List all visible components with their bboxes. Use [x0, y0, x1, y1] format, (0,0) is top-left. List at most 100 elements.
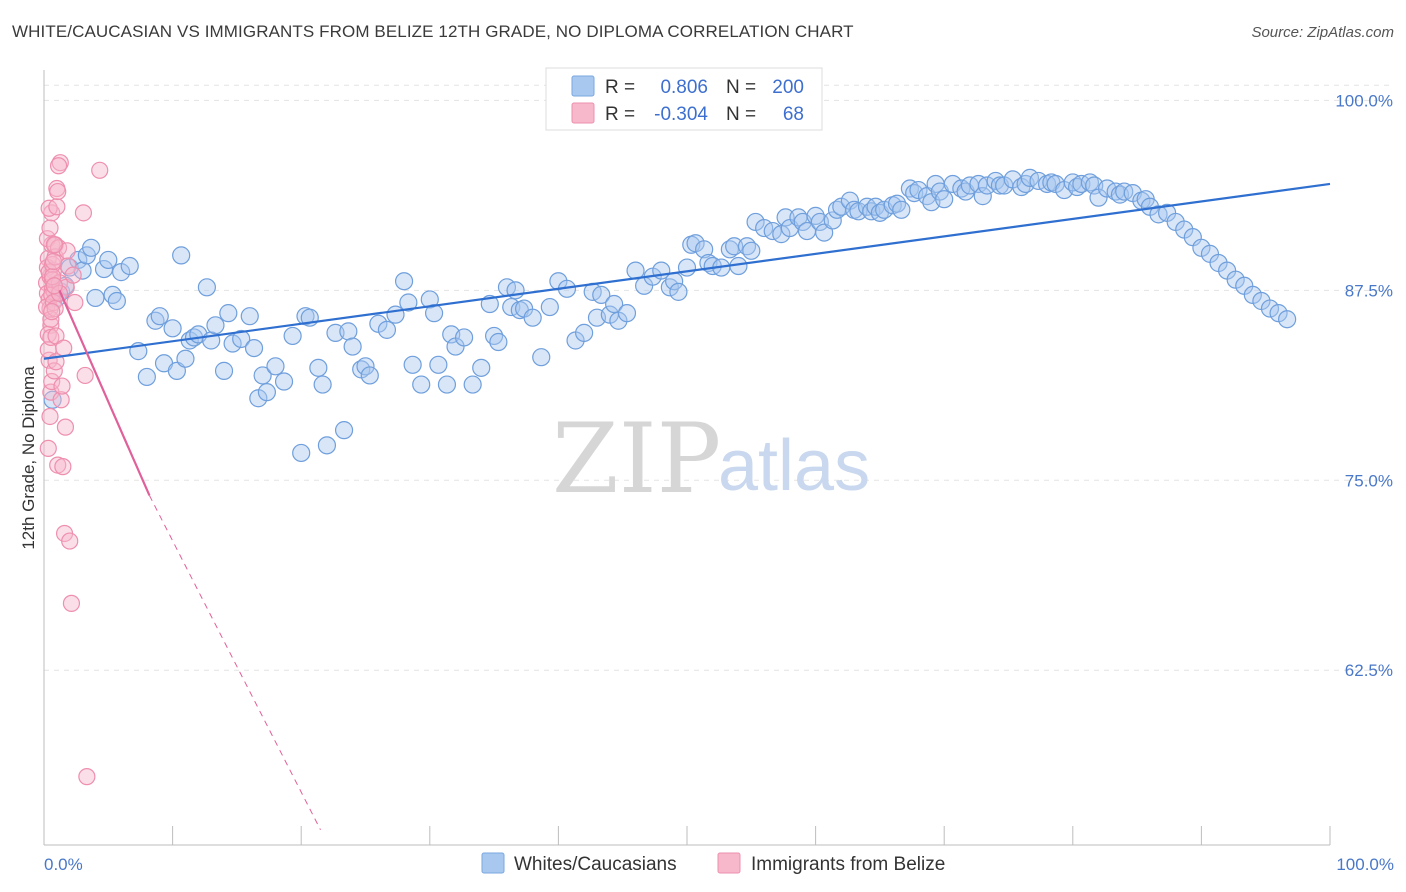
point-whites-caucasians — [223, 334, 242, 353]
legend-r-value-pink: -0.304 — [654, 104, 708, 125]
point-immigrants-from-belize — [43, 303, 61, 321]
watermark-zip: ZIP — [552, 403, 721, 515]
series-immigrants-from-belize — [37, 154, 109, 786]
legend-n-value-pink: 68 — [783, 104, 804, 125]
point-whites-caucasians — [94, 259, 114, 279]
point-whites-caucasians — [669, 282, 688, 301]
point-immigrants-from-belize — [74, 204, 93, 222]
point-whites-caucasians — [695, 240, 714, 259]
legend-top: R = 0.806 N = 200 R = -0.304 N = 68 — [545, 67, 823, 131]
point-whites-caucasians — [892, 200, 911, 219]
point-immigrants-from-belize — [45, 236, 63, 254]
point-immigrants-from-belize — [47, 327, 65, 345]
legend-swatch-pink — [571, 102, 595, 124]
point-immigrants-from-belize — [49, 157, 68, 175]
point-whites-caucasians — [120, 256, 139, 276]
point-whites-caucasians — [334, 421, 354, 440]
point-whites-caucasians — [266, 357, 285, 376]
point-whites-caucasians — [592, 285, 611, 305]
grid-lines — [44, 84, 1392, 671]
point-immigrants-from-belize — [91, 161, 109, 179]
x-tick-marks — [43, 826, 1331, 845]
legend-r-label-blue: R = — [605, 77, 635, 98]
point-whites-caucasians — [463, 375, 482, 394]
point-immigrants-from-belize — [66, 293, 84, 312]
point-whites-caucasians — [219, 304, 238, 323]
point-immigrants-from-belize — [76, 366, 94, 385]
point-whites-caucasians — [99, 250, 118, 270]
watermark: ZIP atlas — [552, 403, 870, 515]
point-immigrants-from-belize — [43, 372, 61, 391]
point-whites-caucasians — [823, 211, 842, 230]
point-whites-caucasians — [617, 304, 637, 323]
point-whites-caucasians — [523, 308, 542, 327]
x-tick-label-max: 100.0% — [1336, 855, 1394, 874]
legend-bottom-label-blue: Whites/Caucasians — [514, 854, 677, 875]
x-tick-label-min: 0.0% — [44, 855, 83, 874]
point-whites-caucasians — [575, 323, 594, 342]
point-whites-caucasians — [973, 187, 992, 206]
y-tick-label: 62.5% — [1345, 661, 1393, 680]
point-immigrants-from-belize — [44, 252, 63, 271]
point-whites-caucasians — [399, 293, 418, 312]
point-immigrants-from-belize — [54, 458, 72, 476]
point-whites-caucasians — [244, 338, 264, 358]
legend-bottom-swatch-pink — [717, 852, 741, 874]
point-whites-caucasians — [356, 357, 375, 376]
point-immigrants-from-belize — [64, 266, 82, 284]
point-whites-caucasians — [214, 361, 234, 380]
point-whites-caucasians — [257, 383, 277, 402]
point-whites-caucasians — [197, 278, 216, 297]
y-tick-label: 75.0% — [1345, 471, 1393, 490]
trend-line-immigrants-from-belize — [58, 289, 151, 496]
legend-r-value-blue: 0.806 — [660, 77, 708, 98]
point-whites-caucasians — [605, 294, 624, 314]
point-immigrants-from-belize — [62, 594, 81, 612]
point-whites-caucasians — [283, 326, 302, 346]
point-immigrants-from-belize — [61, 532, 79, 550]
legend-n-label-blue: N = — [726, 77, 756, 98]
point-whites-caucasians — [274, 372, 294, 391]
point-immigrants-from-belize — [78, 768, 96, 786]
point-whites-caucasians — [339, 322, 358, 341]
point-whites-caucasians — [86, 288, 105, 308]
point-whites-caucasians — [253, 366, 272, 385]
point-whites-caucasians — [232, 329, 251, 349]
trend-line-immigrants-extension — [149, 495, 321, 831]
point-immigrants-from-belize — [52, 391, 70, 409]
point-whites-caucasians — [420, 290, 439, 309]
point-whites-caucasians — [472, 358, 491, 377]
y-tick-label: 87.5% — [1345, 281, 1393, 300]
chart-title: WHITE/CAUCASIAN VS IMMIGRANTS FROM BELIZ… — [12, 22, 854, 41]
y-axis-label: 12th Grade, No Diploma — [19, 366, 38, 550]
point-whites-caucasians — [360, 366, 379, 385]
point-whites-caucasians — [489, 332, 508, 352]
y-tick-label: 100.0% — [1335, 91, 1393, 110]
point-whites-caucasians — [403, 355, 422, 374]
point-immigrants-from-belize — [39, 439, 57, 457]
point-whites-caucasians — [386, 305, 405, 324]
point-whites-caucasians — [292, 443, 311, 463]
legend-swatch-blue — [571, 75, 595, 97]
series-whites-caucasians — [43, 168, 1297, 463]
point-immigrants-from-belize — [41, 407, 59, 426]
point-whites-caucasians — [107, 291, 126, 311]
point-whites-caucasians — [82, 238, 101, 257]
point-whites-caucasians — [172, 246, 191, 265]
point-whites-caucasians — [240, 307, 259, 326]
point-immigrants-from-belize — [48, 198, 66, 216]
point-whites-caucasians — [429, 355, 448, 374]
point-whites-caucasians — [849, 202, 868, 221]
watermark-atlas: atlas — [718, 426, 870, 506]
point-whites-caucasians — [437, 375, 457, 394]
legend-n-value-blue: 200 — [772, 77, 804, 98]
point-whites-caucasians — [317, 436, 337, 455]
point-whites-caucasians — [313, 375, 332, 394]
point-whites-caucasians — [137, 367, 156, 387]
point-whites-caucasians — [1278, 310, 1297, 329]
point-whites-caucasians — [163, 319, 182, 338]
point-whites-caucasians — [176, 349, 195, 368]
point-whites-caucasians — [776, 208, 795, 227]
point-whites-caucasians — [343, 337, 362, 356]
